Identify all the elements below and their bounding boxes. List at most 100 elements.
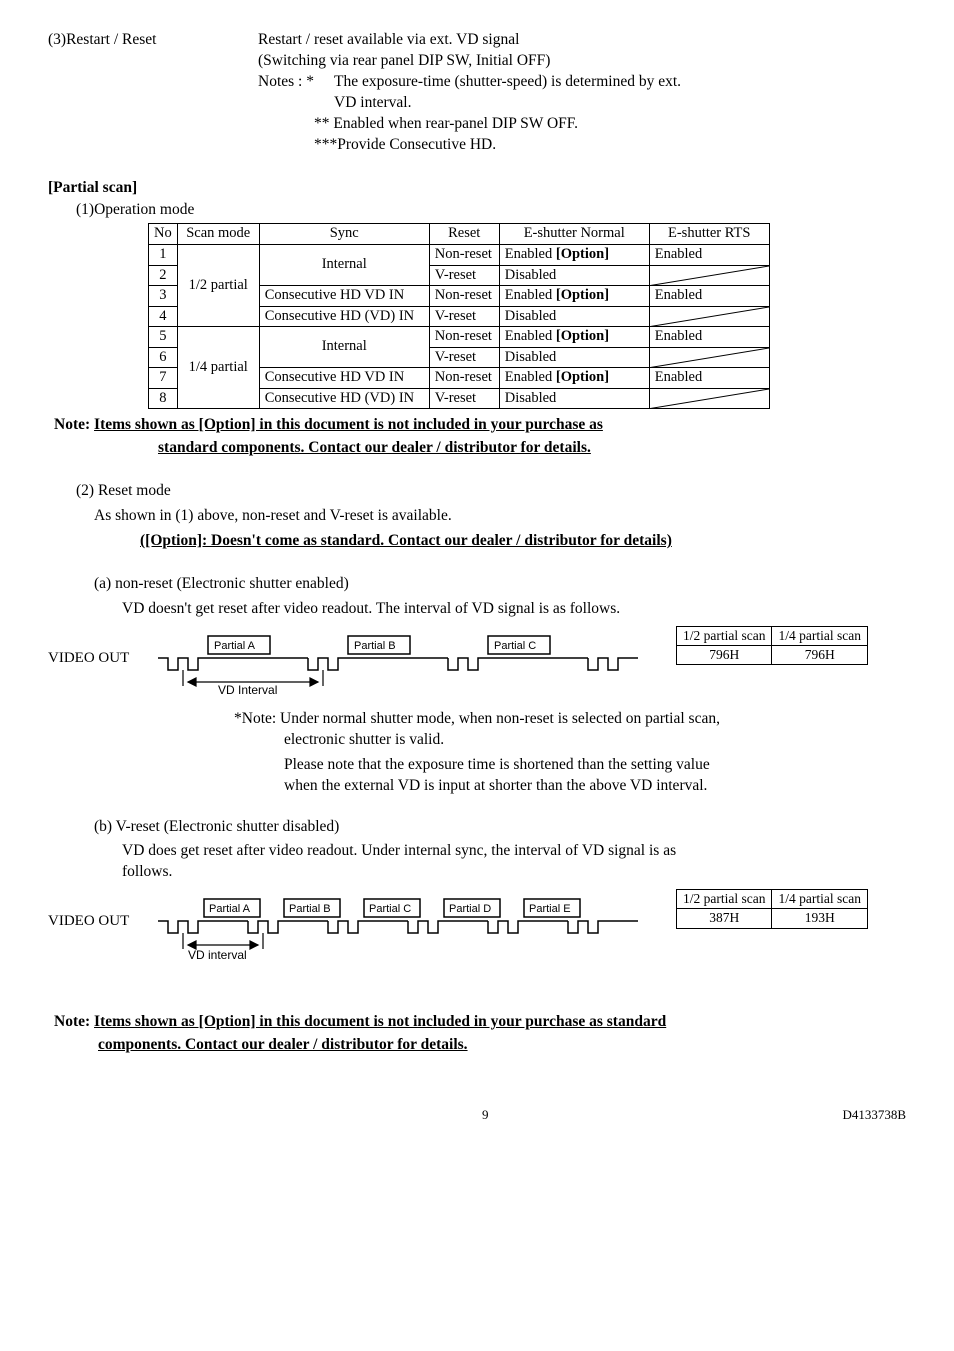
small-th1: 1/2 partial scan (677, 890, 772, 909)
table-row: 5 1/4 partial Internal Non-reset Enabled… (149, 327, 770, 348)
svg-text:VD interval: VD interval (188, 948, 247, 961)
b-text2: follows. (122, 862, 906, 883)
operation-table: No Scan mode Sync Reset E-shutter Normal… (148, 223, 770, 409)
timing-diagram-a: VIDEO OUT Partial A Partial B Partial C (48, 626, 658, 696)
cell-esn: Enabled [Option] (499, 368, 649, 389)
restart-content: Restart / reset available via ext. VD si… (258, 30, 906, 156)
bottom-note-line1: Items shown as [Option] in this document… (94, 1013, 666, 1030)
svg-text:VIDEO OUT: VIDEO OUT (48, 913, 129, 929)
th-no: No (149, 224, 178, 245)
restart-note1-row: Notes : * The exposure-time (shutter-spe… (258, 72, 906, 93)
cell-no: 2 (149, 265, 178, 286)
cell-sync: Internal (259, 244, 429, 285)
cell-esn: Disabled (499, 306, 649, 327)
slash-cell (649, 388, 769, 409)
small-th2: 1/4 partial scan (772, 890, 867, 909)
svg-text:Partial C: Partial C (369, 903, 411, 915)
cell-reset: Non-reset (429, 286, 499, 307)
note1b: VD interval. (258, 93, 906, 114)
cell-no: 5 (149, 327, 178, 348)
option-text: [Option] (556, 328, 609, 344)
a-note2b: when the external VD is input at shorter… (284, 776, 906, 797)
table-header-row: No Scan mode Sync Reset E-shutter Normal… (149, 224, 770, 245)
svg-text:Partial D: Partial D (449, 903, 491, 915)
op-mode-label: (1)Operation mode (76, 200, 906, 221)
bottom-note-prefix: Note: (54, 1013, 94, 1030)
a-text: VD doesn't get reset after video readout… (122, 599, 906, 620)
b-label: (b) V-reset (Electronic shutter disabled… (94, 817, 906, 838)
cell-sync: Consecutive HD VD IN (259, 286, 429, 307)
cell-sync: Consecutive HD VD IN (259, 368, 429, 389)
page-number: 9 (128, 1106, 842, 1124)
timing-diagram-b: VIDEO OUT Partial A Partial B Partial C … (48, 889, 658, 961)
cell-no: 7 (149, 368, 178, 389)
small-v2: 796H (772, 646, 867, 665)
cell-ert: Enabled (649, 327, 769, 348)
cell-sync: Consecutive HD (VD) IN (259, 388, 429, 409)
a-label: (a) non-reset (Electronic shutter enable… (94, 574, 906, 595)
doc-number: D4133738B (842, 1106, 906, 1124)
small-th1: 1/2 partial scan (677, 626, 772, 645)
note-line1: Items shown as [Option] in this document… (94, 416, 603, 433)
note-prefix: Note: (54, 416, 94, 433)
slash-cell (649, 306, 769, 327)
option-text: [Option] (556, 287, 609, 303)
cell-no: 6 (149, 347, 178, 368)
cell-sync: Internal (259, 327, 429, 368)
th-ert: E-shutter RTS (649, 224, 769, 245)
note1a: The exposure-time (shutter-speed) is det… (334, 72, 681, 93)
svg-text:Partial A: Partial A (214, 640, 256, 652)
cell-esn: Disabled (499, 265, 649, 286)
note-items: Note: Items shown as [Option] in this do… (54, 415, 906, 436)
a-note1a: *Note: Under normal shutter mode, when n… (234, 709, 906, 730)
cell-reset: Non-reset (429, 244, 499, 265)
enabled-text: Enabled (505, 328, 556, 344)
diagram-b-table: 1/2 partial scan 1/4 partial scan 387H 1… (676, 889, 868, 928)
cell-esn: Disabled (499, 347, 649, 368)
cell-ert: Enabled (649, 244, 769, 265)
reset-mode-label: (2) Reset mode (76, 481, 906, 502)
svg-text:Partial A: Partial A (209, 903, 251, 915)
diagram-a: VIDEO OUT Partial A Partial B Partial C (48, 626, 906, 703)
cell-no: 8 (149, 388, 178, 409)
cell-reset: Non-reset (429, 327, 499, 348)
option-doesnt: ([Option]: Doesn't come as standard. Con… (140, 531, 906, 552)
option-text: [Option] (556, 246, 609, 262)
a-note1b: electronic shutter is valid. (284, 730, 906, 751)
svg-text:VIDEO OUT: VIDEO OUT (48, 650, 129, 666)
cell-no: 1 (149, 244, 178, 265)
reset-mode-text: As shown in (1) above, non-reset and V-r… (94, 506, 906, 527)
th-scan: Scan mode (177, 224, 259, 245)
cell-esn: Enabled [Option] (499, 327, 649, 348)
diagram-a-svg: VIDEO OUT Partial A Partial B Partial C (48, 626, 658, 703)
bottom-note: Note: Items shown as [Option] in this do… (54, 1012, 906, 1033)
diagram-b: VIDEO OUT Partial A Partial B Partial C … (48, 889, 906, 968)
svg-text:Partial E: Partial E (529, 903, 571, 915)
footer: 9 D4133738B (48, 1106, 906, 1124)
diagram-b-svg: VIDEO OUT Partial A Partial B Partial C … (48, 889, 658, 968)
cell-scan: 1/4 partial (177, 327, 259, 409)
partial-heading: [Partial scan] (48, 178, 906, 199)
restart-line1: Restart / reset available via ext. VD si… (258, 30, 906, 51)
th-sync: Sync (259, 224, 429, 245)
svg-text:Partial C: Partial C (494, 640, 536, 652)
enabled-text: Enabled (505, 246, 556, 262)
cell-scan: 1/2 partial (177, 244, 259, 326)
cell-no: 4 (149, 306, 178, 327)
a-note2a: Please note that the exposure time is sh… (284, 755, 906, 776)
b-text1: VD does get reset after video readout. U… (122, 841, 906, 862)
slash-cell (649, 265, 769, 286)
option-text: [Option] (556, 369, 609, 385)
small-v1: 387H (677, 909, 772, 928)
cell-reset: V-reset (429, 347, 499, 368)
svg-text:Partial B: Partial B (354, 640, 396, 652)
cell-reset: Non-reset (429, 368, 499, 389)
svg-text:Partial B: Partial B (289, 903, 331, 915)
bottom-note-line2: components. Contact our dealer / distrib… (98, 1035, 906, 1056)
restart-line2: (Switching via rear panel DIP SW, Initia… (258, 51, 906, 72)
th-esn: E-shutter Normal (499, 224, 649, 245)
notes-lead: Notes : * (258, 72, 334, 93)
small-v1: 796H (677, 646, 772, 665)
note2: ** Enabled when rear-panel DIP SW OFF. (258, 114, 906, 135)
cell-ert: Enabled (649, 368, 769, 389)
